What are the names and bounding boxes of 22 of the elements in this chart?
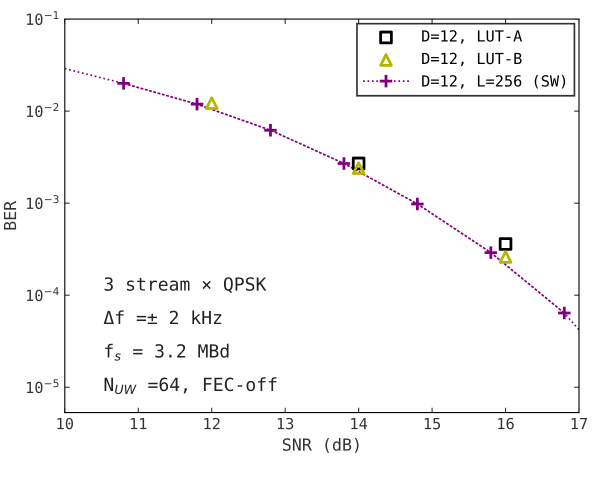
x-axis-title: SNR (dB) [282,438,359,453]
annotation: f$_{s}$ = 3.2 MBd [105,344,229,361]
annotation: Δf =± 2 kHz [104,310,222,324]
x-tick-label: 10 [57,418,74,430]
annotation: N$_{UW}$ =64, FEC-off [104,377,276,394]
annotation: 3 stream × QPSK [104,277,266,293]
x-tick-label: 14 [351,418,368,430]
y-tick-label: 10$^{−3}$ [26,195,59,210]
y-tick-label: 10$^{−5}$ [26,379,58,394]
x-tick-label: 12 [204,418,220,430]
x-tick-label: 16 [498,418,514,430]
x-tick-label: 15 [424,418,440,430]
y-tick-label: 10$^{−4}$ [26,287,59,302]
legend-label: D=12, LUT-A [422,30,522,44]
x-tick-label: 13 [278,418,294,430]
x-tick-label: 11 [130,418,146,430]
x-tick-label: 17 [572,418,588,430]
y-tick-label: 10$^{−1}$ [26,11,58,26]
legend-label: D=12, LUT-B [422,52,522,66]
legend-label: D=12, L=256 (SW) [422,74,566,89]
y-axis-title: BER [4,200,16,230]
y-tick-label: 10$^{−2}$ [26,103,58,118]
